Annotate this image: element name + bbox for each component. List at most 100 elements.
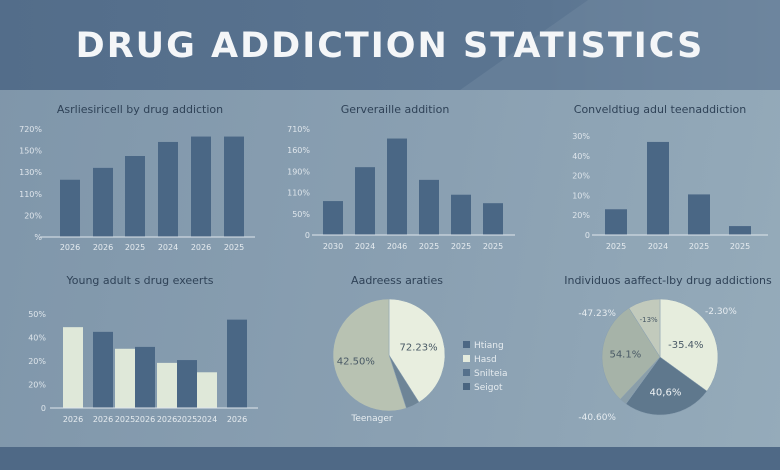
legend-swatch xyxy=(463,341,470,348)
bar xyxy=(483,203,503,235)
bar xyxy=(451,194,471,235)
x-tick-label: 2026 xyxy=(227,415,247,424)
external-slice-label: -47.23% xyxy=(578,309,616,319)
y-tick-label: 50% xyxy=(292,210,310,219)
legend-swatch xyxy=(463,369,470,376)
pie-chart-1: Aadreess araties 72.23% 42.50% xyxy=(332,274,446,412)
x-tick-label: 2024 xyxy=(648,242,668,251)
y-tick-label: 50% xyxy=(28,310,46,319)
x-tick-label: 2025 xyxy=(606,242,626,251)
y-tick-label: 190% xyxy=(287,167,310,176)
x-tick-label: 2025 xyxy=(730,242,750,251)
header-banner: DRUG ADDICTION STATISTICS xyxy=(0,0,780,90)
x-tick-label: 2026 xyxy=(135,415,155,424)
slice-label: 72.23% xyxy=(400,342,438,353)
x-tick-label: 2026 xyxy=(191,243,211,252)
bar-chart-1: Asrliesiricell by drug addiction% 20% 110%… xyxy=(19,103,255,252)
legend-label: Seigot xyxy=(474,383,503,393)
x-tick-label: 2025 xyxy=(689,242,709,251)
external-slice-label: -2.30% xyxy=(705,307,737,317)
x-tick-label: 2025 xyxy=(177,415,197,424)
y-tick-label: 20% xyxy=(28,381,46,390)
y-tick-label: 150% xyxy=(19,147,42,156)
slice-label: -13% xyxy=(640,316,658,324)
bar xyxy=(93,167,113,237)
slice-label: 54.1% xyxy=(609,350,641,361)
y-tick-label: 110% xyxy=(287,189,310,198)
bar xyxy=(224,136,244,237)
y-tick-label: 160% xyxy=(287,146,310,155)
y-tick-label: % xyxy=(34,233,42,242)
y-tick-label: 110% xyxy=(19,190,42,199)
bar xyxy=(93,331,113,408)
bar xyxy=(63,327,83,408)
bar xyxy=(323,201,343,235)
y-tick-label: 130% xyxy=(19,168,42,177)
x-tick-label: 2046 xyxy=(387,242,407,251)
y-tick-label: 0 xyxy=(305,231,310,240)
legend-label: Hasd xyxy=(474,355,497,365)
bar xyxy=(135,346,155,408)
pie-slice xyxy=(659,298,719,392)
pie-slice xyxy=(625,356,708,416)
y-tick-label: 720% xyxy=(19,125,42,134)
bar xyxy=(60,179,80,237)
slice-label: 40,6% xyxy=(650,387,682,398)
pie-slice xyxy=(388,298,446,403)
footer-band xyxy=(0,447,780,470)
y-tick-label: 20% xyxy=(572,211,590,220)
bar-chart-4: Young adult s drug exeerts 0 20% 20% 40% 50% 2… xyxy=(28,274,258,424)
bar xyxy=(227,319,247,408)
external-slice-label: -40.60% xyxy=(578,413,616,423)
y-tick-label: 40% xyxy=(28,334,46,343)
y-tick-label: 0 xyxy=(585,231,590,240)
pie-slice xyxy=(601,307,661,400)
bar xyxy=(605,209,627,235)
x-tick-label: 2026 xyxy=(93,243,113,252)
bar xyxy=(157,362,177,408)
x-tick-label: 2024 xyxy=(158,243,178,252)
chart-title: Aadreess araties xyxy=(351,274,443,287)
y-tick-label: 0 xyxy=(41,404,46,413)
x-tick-label: 2025 xyxy=(224,243,244,252)
x-tick-label: 2030 xyxy=(323,242,343,251)
x-tick-label: 2025 xyxy=(125,243,145,252)
y-tick-label: 30% xyxy=(572,132,590,141)
y-tick-label: 710% xyxy=(287,125,310,134)
x-tick-label: 2025 xyxy=(483,242,503,251)
chart-title: Conveldtiug adul teenaddiction xyxy=(574,103,746,116)
bar xyxy=(688,194,710,235)
bar xyxy=(355,167,375,235)
pie-slice xyxy=(628,298,661,358)
bar xyxy=(115,348,135,408)
y-tick-label: 20% xyxy=(28,357,46,366)
x-tick-label: 2026 xyxy=(157,415,177,424)
legend-swatch xyxy=(463,383,470,390)
pie-annotation: Teenager xyxy=(350,414,393,424)
bar xyxy=(387,138,407,235)
bar xyxy=(158,141,178,237)
bar xyxy=(419,179,439,235)
chart-title: Asrliesiricell by drug addiction xyxy=(57,103,223,116)
x-tick-label: 2024 xyxy=(197,415,217,424)
slice-label: -35.4% xyxy=(668,340,703,351)
y-tick-label: 40% xyxy=(572,152,590,161)
y-tick-label: 20% xyxy=(572,172,590,181)
bar-chart-3: Conveldtiug adul teenaddiction 0 20% 10% 20%… xyxy=(572,103,768,251)
bar xyxy=(197,372,217,408)
y-tick-label: 10% xyxy=(572,191,590,200)
chart-title: Individuos aaffect-lby drug addictions xyxy=(564,274,772,287)
slice-label: 42.50% xyxy=(337,356,375,367)
x-tick-label: 2026 xyxy=(93,415,113,424)
pie-slice xyxy=(332,298,407,412)
page-title: DRUG ADDICTION STATISTICS xyxy=(75,26,705,66)
x-tick-label: 2026 xyxy=(60,243,80,252)
bar xyxy=(647,141,669,235)
bar xyxy=(177,360,197,408)
bar xyxy=(191,136,211,237)
x-tick-label: 2025 xyxy=(115,415,135,424)
x-tick-label: 2024 xyxy=(355,242,375,251)
bar xyxy=(125,156,145,237)
legend-label: Snilteia xyxy=(474,369,508,379)
